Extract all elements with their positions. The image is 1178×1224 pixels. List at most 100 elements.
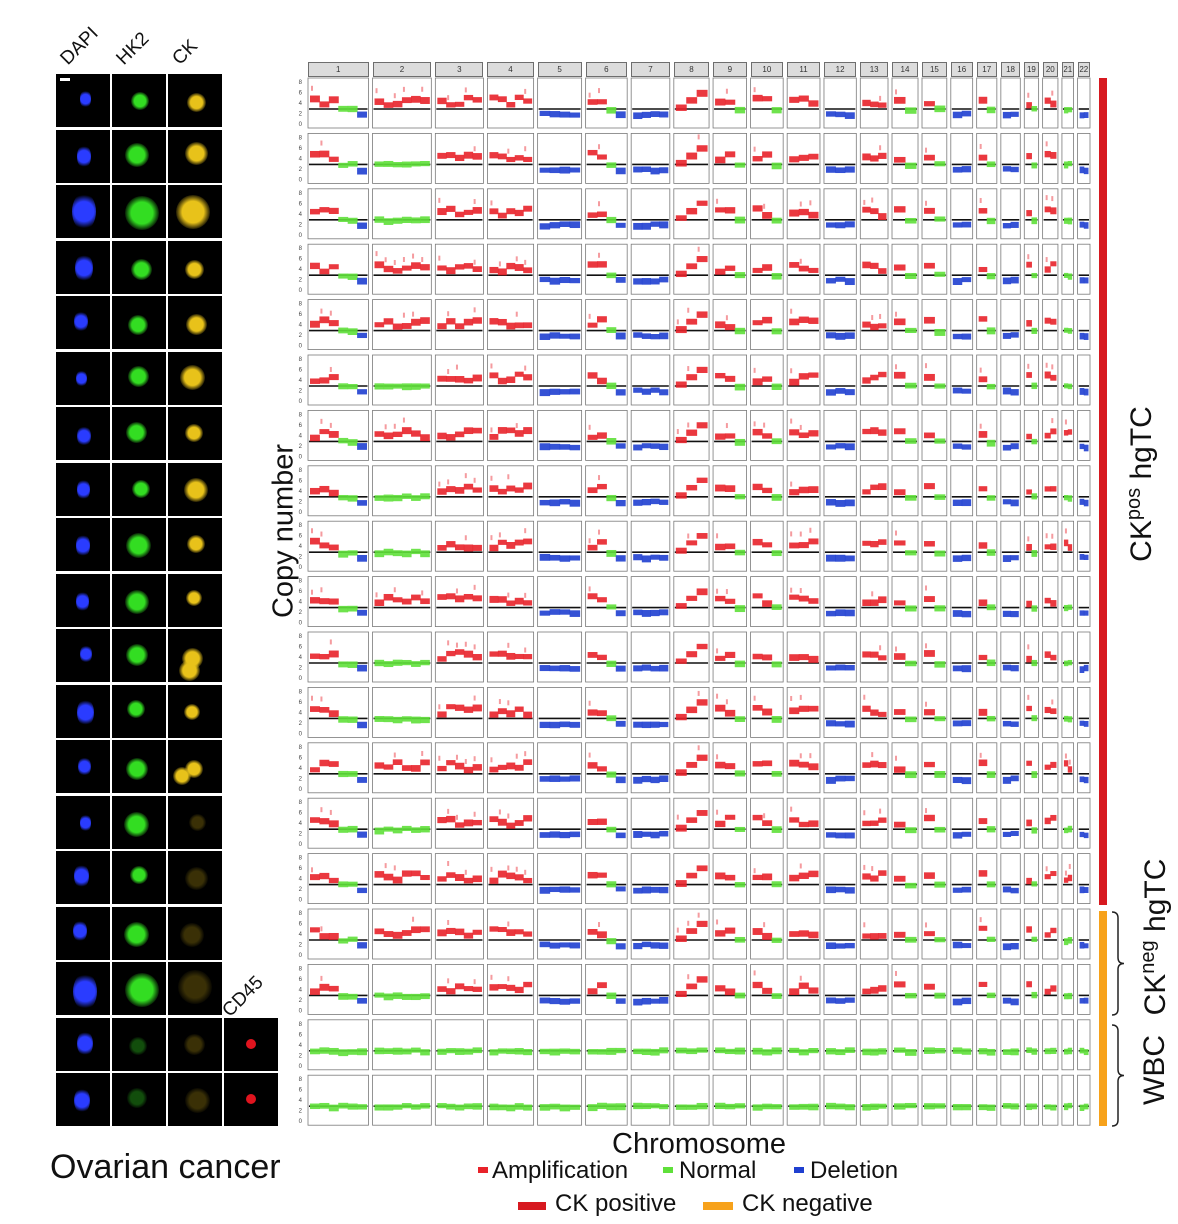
cn-segment: [659, 276, 669, 283]
cn-segment: [878, 483, 887, 491]
cn-segment: [569, 221, 581, 229]
cn-segment: [1026, 981, 1032, 988]
cn-segment: [559, 444, 571, 450]
y-tick-label: 8: [299, 634, 303, 640]
cn-segment: [905, 1102, 917, 1109]
cn-segment: [789, 156, 800, 163]
cn-segment: [539, 997, 551, 1004]
y-tick-label: 8: [299, 412, 303, 418]
cn-segment: [659, 886, 669, 894]
cn-segment: [347, 161, 358, 167]
cell-image-dapi: [56, 185, 110, 238]
cell-image-ck: [168, 351, 222, 405]
cell-signal: [130, 865, 149, 884]
cn-segment: [724, 927, 736, 934]
cn-segment: [650, 443, 660, 449]
cn-segment: [808, 655, 819, 663]
cn-segment: [437, 817, 447, 824]
cn-segment: [934, 328, 946, 336]
cn-segment: [338, 1102, 349, 1109]
cn-segment: [1063, 327, 1069, 333]
chromosome-plot-box: [1000, 243, 1021, 295]
cn-segment: [1026, 320, 1032, 327]
cn-outlier: [799, 531, 802, 537]
cn-outlier: [490, 866, 493, 872]
cn-outlier: [375, 251, 378, 257]
cn-outlier: [753, 87, 756, 93]
cn-outlier: [320, 807, 323, 813]
cn-segment: [808, 1047, 819, 1054]
cn-outlier: [524, 146, 527, 152]
cn-outlier: [598, 252, 601, 258]
cn-outlier: [1027, 644, 1030, 650]
cn-outlier: [790, 368, 793, 374]
chromosome-plot-box: [891, 964, 919, 1015]
y-tick-label: 6: [299, 257, 303, 263]
chromosome-plot-box: [1000, 409, 1021, 461]
cn-segment: [905, 716, 917, 723]
cn-outlier: [753, 421, 756, 427]
cn-outlier: [473, 477, 476, 483]
cn-segment: [835, 943, 846, 949]
cn-segment: [986, 1104, 996, 1111]
cn-segment: [514, 597, 524, 605]
cn-segment: [905, 217, 917, 224]
cn-outlier: [375, 592, 378, 598]
cn-segment: [825, 665, 836, 671]
cn-segment: [539, 333, 551, 340]
cn-segment: [597, 1102, 607, 1109]
y-tick-label: 0: [299, 122, 303, 128]
cn-outlier: [790, 418, 793, 424]
cn-segment: [569, 887, 581, 893]
cn-segment: [1002, 444, 1012, 451]
cn-segment: [798, 373, 809, 380]
cn-segment: [870, 323, 879, 331]
cn-segment: [686, 928, 698, 934]
chromosome-plot-box: [537, 520, 583, 572]
cn-segment: [446, 318, 456, 325]
cn-segment: [514, 264, 524, 271]
cn-segment: [383, 383, 394, 390]
cn-segment: [374, 659, 385, 667]
cn-segment: [1002, 943, 1012, 951]
cn-segment: [825, 610, 836, 617]
cn-outlier: [879, 145, 882, 151]
y-tick-label: 4: [299, 710, 303, 716]
cn-segment: [905, 327, 917, 334]
cell-image-ck: [168, 740, 222, 793]
cn-segment: [310, 537, 320, 545]
cn-segment: [808, 538, 819, 545]
cn-segment: [1044, 544, 1051, 550]
y-tick-label: 0: [299, 510, 303, 516]
cell-signal: [246, 1038, 256, 1049]
chromosome-plot-box: [823, 243, 857, 295]
cn-segment: [696, 477, 708, 483]
cn-segment: [549, 886, 561, 893]
cn-segment: [798, 761, 809, 768]
cn-segment: [844, 997, 855, 1003]
cn-segment: [696, 588, 708, 596]
cn-segment: [659, 389, 669, 396]
cn-segment: [310, 95, 320, 103]
cn-outlier: [725, 423, 728, 429]
cn-outlier: [447, 808, 450, 814]
cn-segment: [659, 721, 669, 728]
cn-segment: [1010, 389, 1019, 396]
cn-segment: [1079, 1104, 1085, 1111]
cn-segment: [724, 1103, 736, 1110]
cn-segment: [789, 1104, 800, 1110]
cn-segment: [650, 665, 660, 672]
chromosome-plot-box: [1000, 687, 1021, 738]
chromosome-plot-box: [673, 520, 710, 572]
cn-segment: [675, 935, 687, 942]
cn-segment: [1063, 1048, 1069, 1055]
cn-segment: [835, 222, 846, 229]
chromosome-plot-box: [786, 1074, 821, 1126]
cn-segment: [835, 388, 846, 394]
cn-outlier: [725, 699, 728, 705]
cn-segment: [675, 270, 687, 278]
chromosome-plot-box: [372, 188, 432, 240]
cn-outlier: [1064, 528, 1067, 534]
cn-segment: [650, 831, 660, 839]
